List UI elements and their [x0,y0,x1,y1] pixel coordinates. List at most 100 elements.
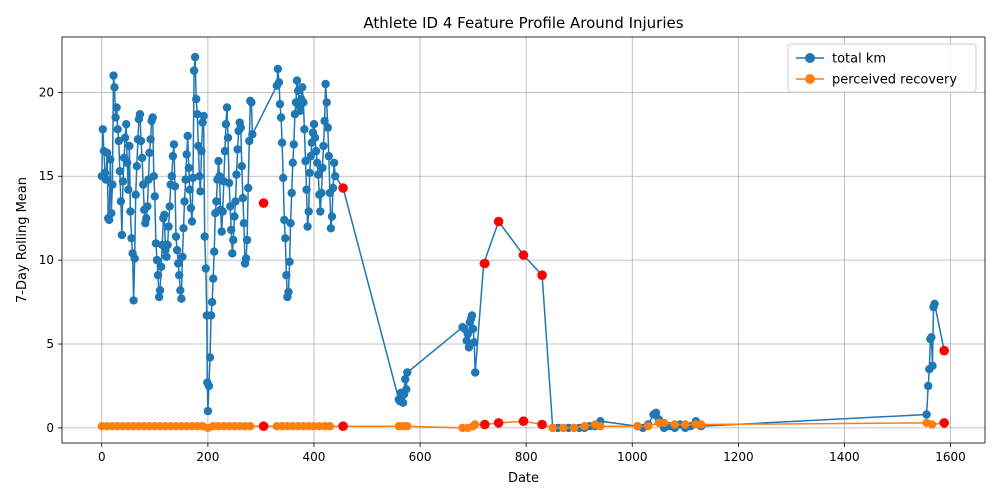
data-point-total-km [320,116,329,126]
x-axis-label: Date [508,471,539,486]
data-point-total-km [117,230,127,240]
data-point-total-km [241,254,251,263]
data-point-total-km [129,296,138,305]
data-point-total-km [402,385,411,394]
data-point-perceived-recovery [580,422,589,431]
data-point-total-km [192,94,201,104]
data-point-total-km [217,227,226,236]
data-point-total-km [177,294,186,303]
data-point-total-km [185,185,194,194]
data-point-total-km [186,203,196,213]
data-point-total-km [116,197,126,206]
data-point-total-km [226,202,235,211]
data-point-total-km [305,168,314,178]
data-point-total-km [221,120,231,129]
chart-title: Athlete ID 4 Feature Profile Around Inju… [363,14,683,32]
data-point-total-km [181,175,190,184]
data-point-total-km [233,145,242,154]
data-point-total-km [398,398,408,407]
data-point-total-km [148,113,157,122]
data-point-total-km [122,120,131,129]
data-point-total-km [284,287,293,297]
legend-box [787,43,977,93]
data-point-total-km [155,286,165,295]
data-point-total-km [102,148,112,157]
data-point-total-km [126,207,135,216]
data-point-total-km [928,361,937,370]
data-point-total-km [197,146,206,156]
injury-marker [258,421,269,432]
data-point-total-km [222,103,232,112]
y-tick-label: 20 [39,85,54,99]
data-point-total-km [111,113,120,122]
data-point-total-km [105,215,114,225]
x-tick-label: 1000 [617,450,648,464]
data-point-total-km [331,172,340,181]
data-point-total-km [302,185,311,194]
data-point-total-km [130,254,139,263]
data-point-total-km [287,188,296,198]
legend-label-perceived-recovery: perceived recovery [832,73,957,88]
data-point-total-km [132,162,141,171]
data-point-total-km [292,76,302,85]
data-point-perceived-recovery [633,422,642,431]
data-point-total-km [321,79,330,89]
data-point-total-km [124,185,133,194]
data-point-total-km [228,249,237,258]
data-point-total-km [199,111,208,121]
y-tick-label: 10 [39,253,54,267]
data-point-total-km [274,78,284,87]
data-point-total-km [223,133,233,142]
data-point-total-km [326,224,336,233]
data-point-perceived-recovery [644,422,653,431]
injury-marker [939,345,949,356]
data-point-total-km [313,158,322,167]
data-point-total-km [303,222,312,231]
injury-marker [939,418,949,428]
data-point-total-km [170,182,180,191]
data-point-total-km [118,177,128,186]
data-point-total-km [238,193,248,203]
data-point-total-km [169,140,179,149]
data-point-total-km [230,212,239,221]
data-point-total-km [153,271,163,280]
data-point-perceived-recovery [471,420,480,429]
data-point-total-km [201,264,210,273]
injury-marker [537,419,547,430]
data-point-total-km [171,232,181,241]
data-point-total-km [137,153,147,162]
data-point-total-km [174,259,183,268]
data-point-perceived-recovery [569,423,579,433]
data-point-perceived-recovery [596,422,605,431]
data-point-total-km [922,410,931,419]
data-point-total-km [189,66,199,75]
data-point-total-km [207,297,217,307]
x-tick-label: 1600 [935,450,966,464]
data-point-total-km [231,197,240,206]
data-point-total-km [281,234,290,243]
data-point-total-km [301,156,310,166]
injury-marker [493,418,504,428]
data-point-perceived-recovery [697,420,706,429]
data-point-perceived-recovery [670,420,679,429]
data-point-total-km [296,106,305,116]
axis-ticks: 0 200 400 600 800 1000 1200 1400 1600 0 5 10 15 20 [39,85,966,464]
data-point-total-km [120,133,130,142]
data-point-total-km [100,168,110,178]
data-point-total-km [309,120,319,129]
injury-marker [258,198,269,208]
data-point-total-km [163,240,172,250]
data-point-total-km [160,210,169,219]
data-point-total-km [193,110,202,119]
y-tick-label: 15 [39,169,54,183]
data-point-total-km [214,156,223,166]
data-point-total-km [151,239,161,248]
data-point-total-km [123,158,132,167]
data-point-total-km [195,172,204,181]
data-point-total-km [167,172,176,181]
data-point-total-km [288,158,297,167]
data-point-total-km [210,247,219,256]
data-point-total-km [298,83,307,92]
data-point-total-km [401,375,410,384]
data-point-perceived-recovery [403,422,412,431]
